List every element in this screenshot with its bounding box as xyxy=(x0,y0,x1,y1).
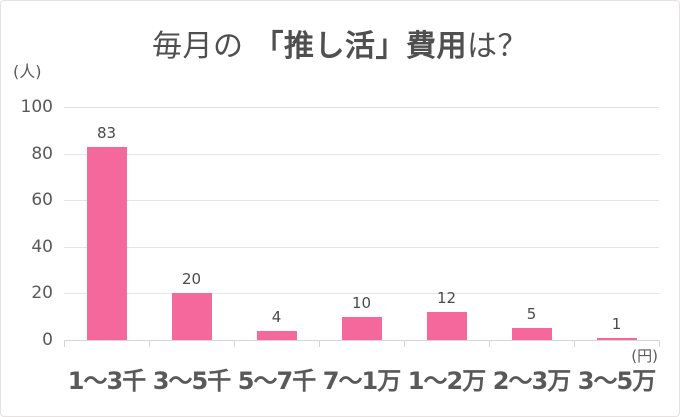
chart-title-emphasis: 「推し活」費用 xyxy=(253,29,468,64)
value-label-1〜2万: 12 xyxy=(436,289,457,308)
x-category-label-7〜1万: 7〜1万 xyxy=(322,367,401,395)
x-axis-line xyxy=(64,340,660,341)
x-axis-tick-4 xyxy=(404,341,405,347)
x-axis-tick-5 xyxy=(489,341,490,347)
y-tick-label-20: 20 xyxy=(31,283,53,304)
value-label-3〜5千: 20 xyxy=(181,270,202,289)
chart-title: 毎月の 「推し活」費用は？ xyxy=(1,21,679,65)
gridline-20 xyxy=(64,293,659,295)
x-category-label-2〜3万: 2〜3万 xyxy=(492,367,571,395)
x-category-label-3〜5千: 3〜5千 xyxy=(152,367,231,395)
value-label-5〜7千: 4 xyxy=(271,307,282,326)
x-category-label-3〜5万: 3〜5万 xyxy=(577,367,656,395)
bar-3〜5千 xyxy=(171,293,212,340)
x-axis-tick-6 xyxy=(574,341,575,347)
x-category-label-1〜2万: 1〜2万 xyxy=(407,367,486,395)
chart-title-suffix: は？ xyxy=(467,29,529,64)
x-category-label-5〜7千: 5〜7千 xyxy=(237,367,316,395)
x-axis-tick-1 xyxy=(149,341,150,347)
y-tick-label-100: 100 xyxy=(20,97,53,117)
x-axis-tick-2 xyxy=(234,341,235,347)
bar-1〜2万 xyxy=(426,312,467,340)
value-label-3〜5万: 1 xyxy=(611,314,622,333)
gridline-100 xyxy=(64,107,659,108)
value-label-2〜3万: 5 xyxy=(526,305,537,324)
x-axis-unit-label: (円) xyxy=(631,347,658,365)
bar-2〜3万 xyxy=(511,328,552,340)
y-tick-label-80: 80 xyxy=(31,143,53,164)
gridline-80 xyxy=(64,153,659,155)
y-tick-label-0: 0 xyxy=(42,330,53,350)
x-axis-tick-7 xyxy=(659,341,660,347)
bar-3〜5万 xyxy=(596,337,637,340)
gridline-60 xyxy=(64,200,659,202)
y-tick-label-40: 40 xyxy=(31,236,53,257)
y-axis-unit-label: (人) xyxy=(13,62,42,81)
bar-5〜7千 xyxy=(256,330,297,340)
x-axis-tick-3 xyxy=(319,341,320,347)
bar-1〜3千 xyxy=(86,146,127,340)
x-axis-tick-0 xyxy=(64,341,65,347)
chart-title-prefix: 毎月の xyxy=(151,29,254,64)
x-category-label-1〜3千: 1〜3千 xyxy=(67,367,146,395)
bar-7〜1万 xyxy=(341,316,382,340)
gridline-40 xyxy=(64,246,659,248)
value-label-7〜1万: 10 xyxy=(351,293,372,312)
y-tick-label-60: 60 xyxy=(31,190,53,211)
value-label-1〜3千: 83 xyxy=(96,123,117,142)
